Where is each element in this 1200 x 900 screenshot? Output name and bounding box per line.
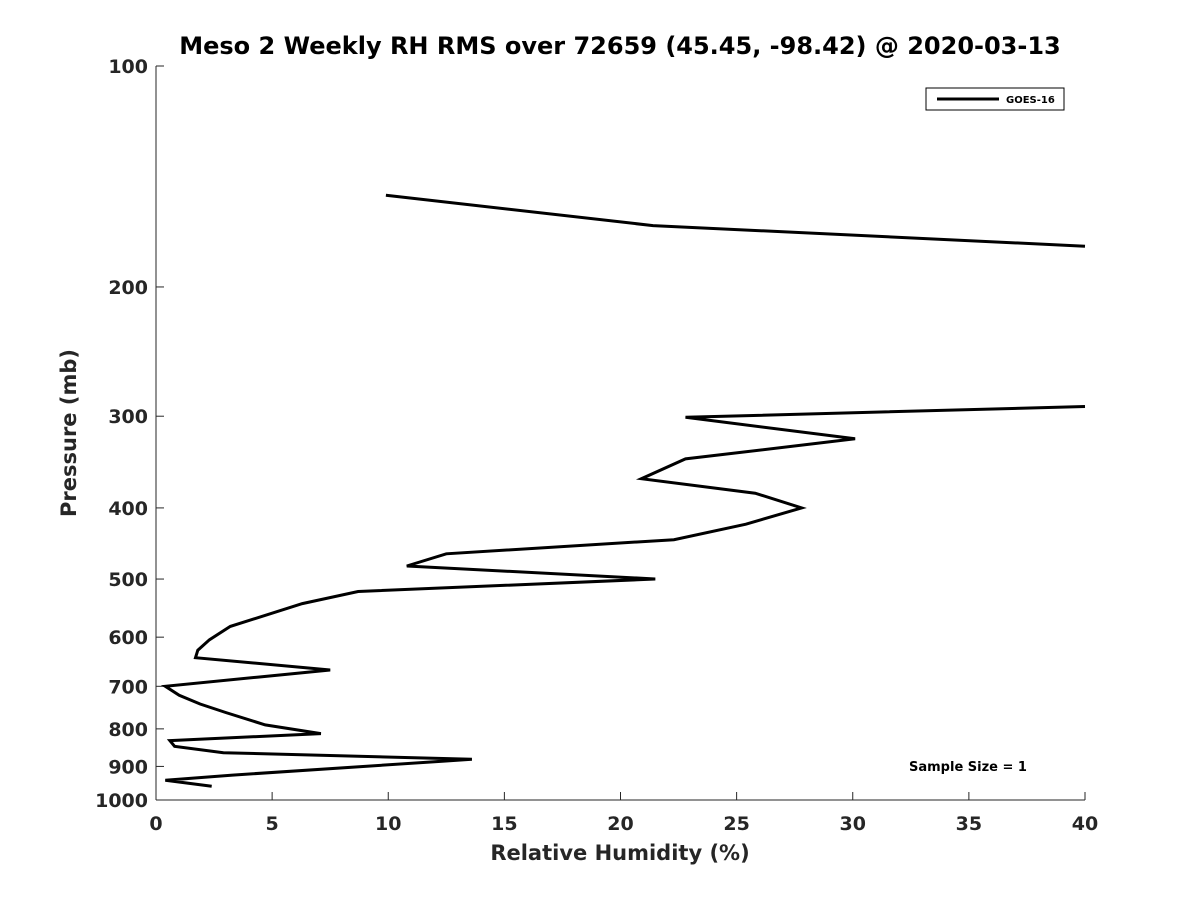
axes: 0 5 10 15 20 25 30 35 40 100 200 300 400 500 600 700 800… [95,56,1098,835]
series-line-goes-16 [160,405,1086,788]
legend-label: GOES-16 [1006,95,1055,106]
legend: GOES-16 [925,87,1065,111]
x-tick-label: 15 [491,813,517,835]
y-tick-label: 400 [108,498,148,520]
x-axis-label: Relative Humidity (%) [490,841,749,865]
sample-size-annotation: Sample Size = 1 [909,760,1027,775]
x-tick-label: 20 [607,813,633,835]
x-tick-label: 0 [149,813,162,835]
y-tick-label: 200 [108,277,148,299]
plot-lines [160,193,1086,788]
y-tick-label: 300 [108,406,148,428]
y-tick-label: 600 [108,627,148,649]
y-tick-label: 1000 [95,790,148,812]
y-tick-label: 800 [108,719,148,741]
x-tick-label: 30 [840,813,866,835]
y-tick-label: 900 [108,756,148,778]
x-tick-label: 35 [956,813,982,835]
y-tick-label: 700 [108,676,148,698]
y-tick-label: 100 [108,56,148,78]
y-axis-label: Pressure (mb) [57,349,81,517]
chart-title: Meso 2 Weekly RH RMS over 72659 (45.45, … [179,32,1061,60]
y-tick-label: 500 [108,569,148,591]
series-line-goes-16 [385,193,1086,248]
x-tick-label: 40 [1072,813,1098,835]
x-tick-label: 25 [723,813,749,835]
x-tick-label: 10 [375,813,401,835]
x-tick-label: 5 [266,813,279,835]
